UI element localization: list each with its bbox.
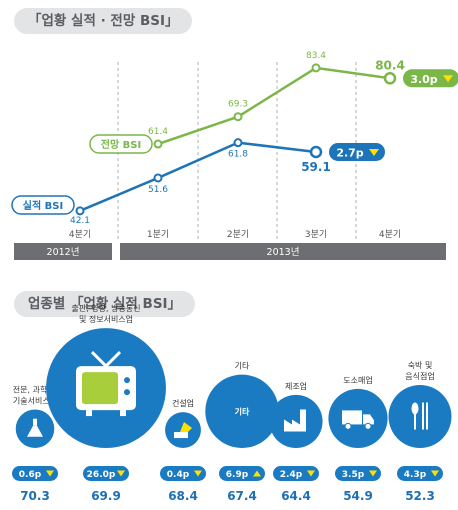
- industry-value-label: 69.9: [91, 489, 121, 503]
- industry-bubble: [388, 385, 452, 448]
- factory-icon: [284, 409, 306, 432]
- change-badge-label: 6.9p: [226, 470, 249, 480]
- down-arrow-icon: [369, 148, 379, 156]
- actual-point: [233, 138, 243, 148]
- series-badge-label: 전망 BSI: [101, 138, 141, 151]
- flask-icon: [27, 418, 43, 437]
- industry-name-label: 전문, 과학 및: [13, 384, 57, 394]
- x-tick-label: 2분기: [227, 229, 249, 240]
- series-badge-box: [89, 134, 153, 154]
- line-chart-title: 「업황 실적 · 전망 BSI」: [14, 8, 193, 34]
- up-arrow-icon: [253, 470, 261, 477]
- x-tick-label: 4분기: [69, 229, 91, 240]
- industry-bubble: [269, 394, 323, 449]
- industry-name-label: 도소매업: [343, 376, 372, 385]
- industry-item: 제조업 2.4p 64.4: [269, 382, 323, 503]
- actual-point: [153, 173, 163, 183]
- industry-name-label: 기타: [235, 362, 250, 371]
- forecast-value-label: 61.4: [148, 127, 168, 137]
- industry-chart-title: 업종별 「업황 실적 BSI」: [14, 291, 196, 317]
- x-tick-label: 4분기: [379, 229, 401, 240]
- forecast-value-label: 80.4: [375, 58, 405, 72]
- actual-point: [75, 206, 85, 216]
- change-badge-label: 26.0p: [87, 470, 116, 480]
- industry-name-label: 음식점업: [405, 371, 434, 381]
- change-badge-label: 3.0p: [410, 73, 437, 86]
- forecast-point: [383, 72, 397, 85]
- down-arrow-icon: [369, 470, 377, 477]
- truck-icon: [342, 410, 374, 430]
- forecast-bsi-legend: 전망 BSI: [89, 134, 153, 154]
- change-badge-label: 3.5p: [342, 470, 365, 480]
- actual-point: [309, 145, 323, 159]
- change-badge-box: [329, 142, 385, 161]
- actual-series-line: [79, 141, 317, 212]
- series-badge-box: [11, 195, 75, 215]
- utensils-icon: [411, 402, 428, 430]
- down-arrow-icon: [117, 470, 125, 477]
- industry-name-label: 건설업: [172, 398, 194, 408]
- industry-bubble: [205, 374, 279, 448]
- change-badge-label: 0.6p: [19, 470, 42, 480]
- change-badge-label: 2.4p: [280, 470, 303, 480]
- forecast-point: [153, 139, 163, 149]
- year-label: 2013년: [267, 247, 300, 258]
- x-tick-label: 1분기: [147, 229, 169, 240]
- industry-value-label: 64.4: [281, 489, 311, 503]
- forecast-point: [311, 63, 321, 73]
- change-badge-box: [12, 466, 58, 481]
- industry-value-label: 54.9: [343, 489, 373, 503]
- down-arrow-icon: [443, 75, 453, 83]
- change-badge-box: [335, 466, 381, 481]
- forecast-change-badge: 3.0p: [403, 69, 458, 88]
- change-badge-box: [160, 466, 206, 481]
- industry-value-label: 68.4: [168, 489, 198, 503]
- year-band-2012: [14, 243, 112, 260]
- down-arrow-icon: [194, 470, 202, 477]
- change-badge-box: [403, 69, 458, 88]
- x-tick-label: 3분기: [305, 229, 327, 240]
- down-arrow-icon: [431, 470, 439, 477]
- year-label: 2012년: [47, 247, 80, 258]
- industry-name-label: 기술서비스업: [13, 395, 57, 405]
- series-badge-label: 실적 BSI: [23, 199, 63, 212]
- actual-value-label: 59.1: [301, 160, 331, 174]
- actual-value-label: 51.6: [148, 185, 168, 195]
- industry-name-label: 출판, 영상, 방송통신: [71, 303, 140, 313]
- actual-value-label: 42.1: [70, 216, 90, 226]
- tv-icon: [76, 351, 136, 417]
- down-arrow-icon: [46, 470, 54, 477]
- industry-item: 도소매업 3.5p 54.9: [328, 376, 388, 503]
- actual-bsi-legend: 실적 BSI: [11, 195, 75, 215]
- change-badge-label: 0.4p: [167, 470, 190, 480]
- industry-name-label: 제조업: [285, 382, 307, 391]
- actual-value-label: 61.8: [228, 150, 248, 160]
- industry-value-label: 70.3: [20, 489, 50, 503]
- industry-value-label: 52.3: [405, 489, 435, 503]
- change-badge-box: [397, 466, 443, 481]
- forecast-value-label: 69.3: [228, 100, 248, 110]
- forecast-value-label: 83.4: [306, 51, 326, 61]
- excavator-icon: [174, 422, 192, 439]
- change-badge-label: 4.3p: [404, 470, 427, 480]
- change-badge-label: 2.7p: [336, 146, 363, 159]
- change-badge-box: [83, 466, 129, 481]
- industry-name-label: 기타: [235, 406, 250, 416]
- industry-item: 건설업 0.4p 68.4: [160, 398, 206, 503]
- actual-change-badge: 2.7p: [329, 142, 385, 161]
- industry-name-label: 및 정보서비스업: [79, 314, 133, 324]
- forecast-point: [233, 112, 243, 122]
- change-badge-box: [219, 466, 265, 481]
- down-arrow-icon: [307, 470, 315, 477]
- industry-value-label: 67.4: [227, 489, 257, 503]
- year-band-2013: [120, 243, 446, 260]
- industry-name-label: 숙박 및: [408, 360, 433, 370]
- change-badge-box: [273, 466, 319, 481]
- forecast-series-line: [157, 66, 391, 146]
